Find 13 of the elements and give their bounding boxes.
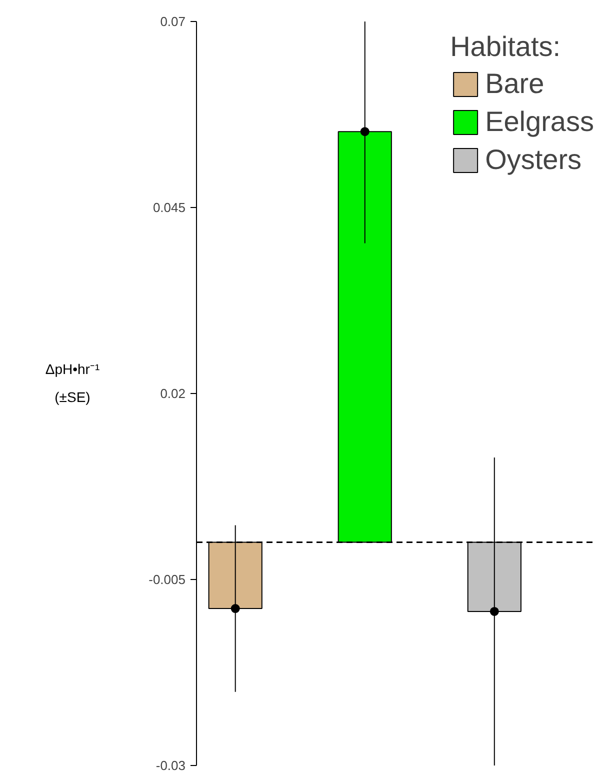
point [360, 127, 370, 136]
legend-label: Bare [485, 68, 544, 100]
legend-label: Oysters [485, 144, 582, 176]
point [230, 604, 240, 614]
legend-title: Habitats: [450, 31, 562, 63]
y-tick-label: 0.07 [160, 14, 186, 29]
y-tick-label: -0.005 [148, 572, 186, 587]
y-axis-title: ΔpH•hr⁻¹ (±SE) [45, 360, 100, 407]
y-tick-label: 0.02 [160, 386, 186, 401]
y-tick-label: -0.03 [156, 758, 186, 773]
point [490, 607, 499, 616]
y-tick-label: 0.045 [152, 200, 186, 215]
legend-label: Eelgrass [485, 106, 594, 138]
